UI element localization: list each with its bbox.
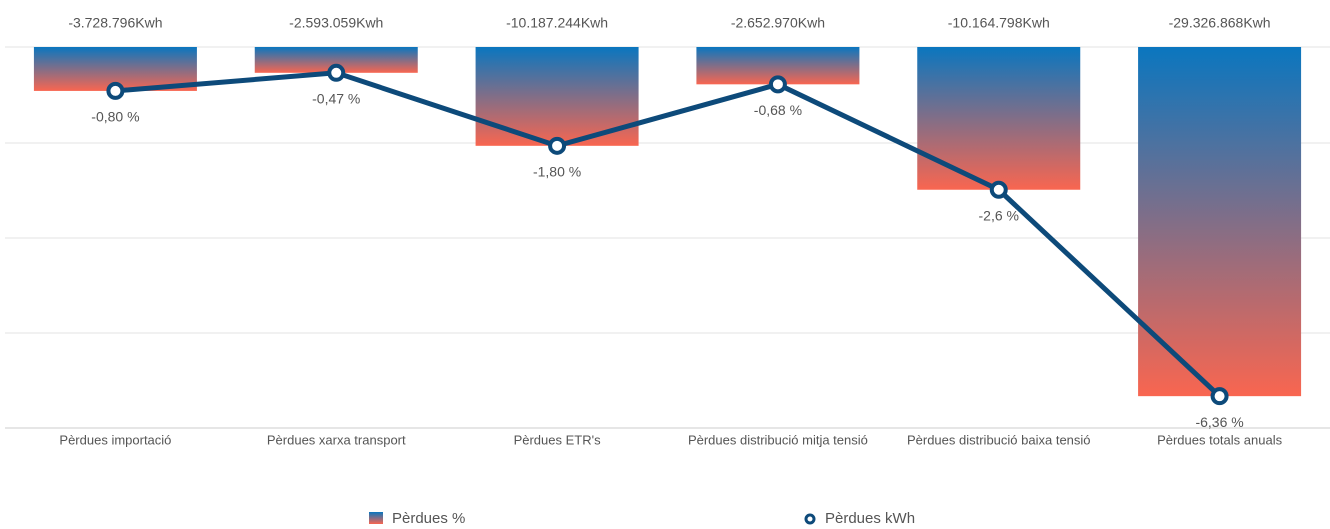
annotation: -29.326.868Kwh: [1169, 15, 1271, 31]
point: [768, 75, 787, 94]
x-tick-label: Pèrdues xarxa transport: [267, 432, 406, 447]
x-tick-label: Pèrdues ETR's: [514, 432, 602, 447]
data-label: -0,80 %: [91, 109, 139, 125]
x-tick-label: Pèrdues totals anuals: [1157, 432, 1283, 447]
annotation: -2.652.970Kwh: [731, 15, 825, 31]
annotation: -10.187.244Kwh: [506, 15, 608, 31]
data-label: -2,6 %: [979, 207, 1019, 223]
legend-label: Pèrdues %: [392, 510, 465, 527]
bar: [917, 47, 1081, 190]
annotation: -2.593.059Kwh: [289, 15, 383, 31]
data-label: -0,47 %: [312, 91, 360, 107]
x-tick-label: Pèrdues distribució baixa tensió: [907, 432, 1091, 447]
legend-swatch: [369, 512, 383, 524]
point: [327, 63, 346, 82]
data-label: -0,68 %: [754, 102, 802, 118]
point: [1210, 387, 1229, 406]
legend-marker: [804, 513, 816, 525]
point: [989, 180, 1008, 199]
x-tick-label: Pèrdues distribució mitja tensió: [688, 432, 868, 447]
data-label: -1,80 %: [533, 164, 581, 180]
data-label: -6,36 %: [1195, 414, 1243, 430]
line: [115, 70, 1222, 398]
legend-label: Pèrdues kWh: [825, 510, 915, 527]
x-tick-label: Pèrdues importació: [59, 432, 171, 447]
bar: [1138, 47, 1302, 397]
point: [548, 136, 567, 155]
annotation: -3.728.796Kwh: [68, 15, 162, 31]
annotation: -10.164.798Kwh: [948, 15, 1050, 31]
point: [106, 81, 125, 100]
